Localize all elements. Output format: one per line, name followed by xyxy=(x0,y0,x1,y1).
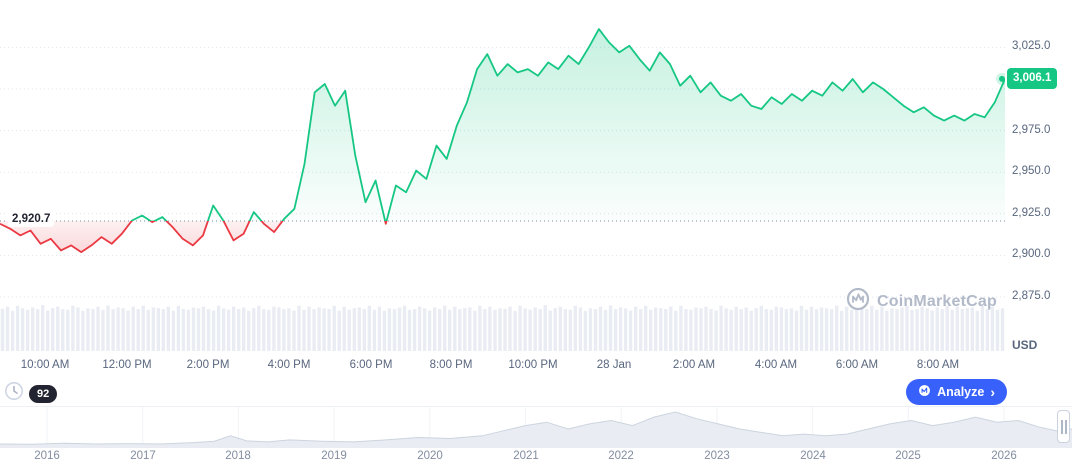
history-count-badge: 92 xyxy=(29,384,58,403)
x-axis-label: 10:00 PM xyxy=(508,359,558,371)
x-axis-label: 8:00 PM xyxy=(429,359,473,371)
x-axis-label: 4:00 AM xyxy=(754,359,798,371)
x-axis-label: 4:00 PM xyxy=(267,359,311,371)
year-label: 2018 xyxy=(225,450,251,462)
year-label: 2025 xyxy=(895,450,921,462)
y-axis: 3,025.0 2,975.0 2,950.0 2,925.0 2,900.0 2,875… xyxy=(1005,0,1072,351)
x-axis-label: 6:00 AM xyxy=(835,359,879,371)
year-label: 2021 xyxy=(513,450,539,462)
x-axis-label: 8:00 AM xyxy=(916,359,960,371)
y-axis-label: 2,875.0 xyxy=(1012,290,1051,302)
coinmarketcap-logo-icon xyxy=(846,287,870,316)
y-axis-label: 3,025.0 xyxy=(1012,40,1051,53)
x-axis-label: 2:00 PM xyxy=(186,359,230,371)
year-label: 2023 xyxy=(704,450,730,462)
year-label: 2026 xyxy=(991,450,1017,462)
x-axis-label: 2:00 AM xyxy=(672,359,716,371)
currency-unit-label: USD xyxy=(1012,338,1038,352)
main-chart[interactable] xyxy=(0,0,1008,352)
y-axis-label: 2,950.0 xyxy=(1012,165,1051,178)
cmc-logo-icon xyxy=(918,384,931,400)
year-label: 2019 xyxy=(321,450,347,462)
analyze-label: Analyze xyxy=(937,385,985,399)
watermark-text: CoinMarketCap xyxy=(877,292,997,310)
year-label: 2022 xyxy=(608,450,634,462)
year-label: 2017 xyxy=(130,450,156,462)
chevron-right-icon: › xyxy=(990,383,995,400)
y-axis-label: 2,925.0 xyxy=(1012,206,1051,219)
x-axis-label: 6:00 PM xyxy=(349,359,393,371)
range-navigator[interactable] xyxy=(0,406,1072,448)
coinmarketcap-watermark: CoinMarketCap xyxy=(846,287,997,316)
current-price-badge: 3,006.1 xyxy=(1007,67,1058,89)
price-chart-svg[interactable] xyxy=(0,0,1008,352)
y-axis-label: 2,975.0 xyxy=(1012,123,1051,136)
baseline-price-label: 2,920.7 xyxy=(8,210,55,227)
navigator-handle[interactable] xyxy=(1057,410,1070,443)
x-axis: 10:00 AM 12:00 PM 2:00 PM 4:00 PM 6:00 PM 8:0… xyxy=(0,359,1005,377)
y-axis-label: 2,900.0 xyxy=(1012,248,1051,261)
year-label: 2024 xyxy=(800,450,826,462)
clock-icon xyxy=(4,381,24,406)
year-label: 2020 xyxy=(417,450,443,462)
x-axis-label: 12:00 PM xyxy=(102,359,152,371)
navigator-svg[interactable] xyxy=(0,406,1072,448)
analyze-button[interactable]: Analyze › xyxy=(906,379,1007,405)
x-axis-label: 10:00 AM xyxy=(20,359,70,371)
history-indicator[interactable]: 92 xyxy=(4,381,58,406)
x-axis-label: 28 Jan xyxy=(596,359,632,371)
year-label: 2016 xyxy=(34,450,60,462)
navigator-years: 2016 2017 2018 2019 2020 2021 2022 2023 2024 2025… xyxy=(0,450,1072,468)
